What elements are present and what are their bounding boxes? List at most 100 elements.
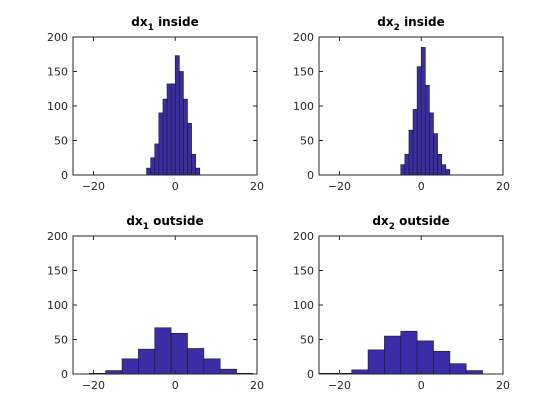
histogram-bar-4 xyxy=(158,112,164,176)
histogram-bar-5 xyxy=(416,66,422,176)
title-suffix: outside xyxy=(395,214,450,228)
title-subscript: 2 xyxy=(394,23,400,33)
axes-frame xyxy=(318,235,504,375)
y-tick-label: 100 xyxy=(293,100,314,113)
x-tick-label: −20 xyxy=(328,180,351,193)
y-tick-label: 100 xyxy=(47,100,68,113)
histogram-bar-5 xyxy=(384,335,402,375)
histogram-bar-2 xyxy=(105,370,123,375)
x-tick-label: 20 xyxy=(496,180,510,193)
histogram-bar-8 xyxy=(203,358,221,375)
y-tick-label: 150 xyxy=(47,265,68,278)
y-tick-label: 50 xyxy=(54,135,68,148)
histogram-bar-7 xyxy=(416,340,434,375)
histogram-bar-3 xyxy=(351,369,369,375)
title-base: dx xyxy=(131,15,148,29)
histogram-bar-9 xyxy=(449,363,467,375)
histogram-bar-10 xyxy=(437,154,442,176)
y-tick-label: 50 xyxy=(54,334,68,347)
histogram-bar-9 xyxy=(179,71,184,176)
y-tick-label: 150 xyxy=(293,66,314,79)
histogram-bar-1 xyxy=(400,164,406,176)
histogram-bar-9 xyxy=(219,368,237,375)
x-tick-label: 0 xyxy=(418,379,425,392)
bars-group xyxy=(318,330,483,375)
y-tick-label: 150 xyxy=(47,66,68,79)
bars-group xyxy=(400,47,451,176)
bars-group xyxy=(89,327,254,375)
histogram-bar-10 xyxy=(183,98,188,176)
histogram-bar-7 xyxy=(170,83,176,176)
histogram-bar-8 xyxy=(174,55,180,176)
histogram-bar-3 xyxy=(408,129,414,176)
y-tick-label: 200 xyxy=(47,230,68,243)
x-tick-label: 0 xyxy=(172,180,179,193)
histogram-bar-2 xyxy=(150,157,156,176)
x-tick-label: 0 xyxy=(172,379,179,392)
histogram-bar-4 xyxy=(138,348,156,375)
axes-frame xyxy=(72,235,258,375)
histogram-bar-4 xyxy=(367,349,385,375)
histogram-bar-2 xyxy=(404,154,410,176)
x-tick-label: 20 xyxy=(496,379,510,392)
y-tick-label: 100 xyxy=(293,299,314,312)
x-tick-label: −20 xyxy=(328,379,351,392)
histogram-bar-11 xyxy=(187,122,192,176)
y-tick-label: 200 xyxy=(293,230,314,243)
y-tick-label: 0 xyxy=(307,368,314,381)
title-suffix: inside xyxy=(154,15,199,29)
x-tick-label: 20 xyxy=(250,379,264,392)
title-subscript: 1 xyxy=(143,222,149,232)
histogram-bar-12 xyxy=(445,169,451,176)
histogram-bar-5 xyxy=(154,327,172,375)
histogram-bar-6 xyxy=(166,83,172,176)
histogram-bar-5 xyxy=(162,98,168,176)
title-subscript: 2 xyxy=(389,222,395,232)
y-tick-label: 0 xyxy=(307,169,314,182)
histogram-bar-3 xyxy=(121,358,139,375)
y-tick-label: 50 xyxy=(300,334,314,347)
histogram-bar-11 xyxy=(441,164,447,176)
bars-group xyxy=(146,55,201,176)
histogram-bar-8 xyxy=(433,350,451,375)
y-tick-label: 150 xyxy=(293,265,314,278)
panel-title: dx1 inside xyxy=(131,15,198,33)
title-base: dx xyxy=(372,214,389,228)
histogram-bar-7 xyxy=(425,85,430,176)
panel-title: dx2 outside xyxy=(372,214,449,232)
x-tick-label: 20 xyxy=(250,180,264,193)
title-suffix: inside xyxy=(400,15,445,29)
y-tick-label: 100 xyxy=(47,299,68,312)
histogram-bar-9 xyxy=(433,133,438,176)
title-subscript: 1 xyxy=(148,23,154,33)
title-base: dx xyxy=(377,15,394,29)
axes-frame xyxy=(72,36,258,176)
histogram-bar-4 xyxy=(412,109,418,176)
histogram-bar-6 xyxy=(170,332,188,375)
y-tick-label: 50 xyxy=(300,135,314,148)
histogram-bar-6 xyxy=(400,330,418,375)
panel-title: dx1 outside xyxy=(126,214,203,232)
histogram-bar-10 xyxy=(465,370,483,375)
histogram-bar-7 xyxy=(187,348,205,375)
y-tick-label: 200 xyxy=(47,31,68,44)
histogram-bar-12 xyxy=(191,154,196,176)
x-tick-label: 0 xyxy=(418,180,425,193)
histogram-bar-1 xyxy=(146,167,151,176)
y-tick-label: 0 xyxy=(61,169,68,182)
histogram-bar-3 xyxy=(154,143,160,176)
title-base: dx xyxy=(126,214,143,228)
histogram-bar-8 xyxy=(429,112,434,176)
x-tick-label: −20 xyxy=(82,180,105,193)
histogram-bar-6 xyxy=(420,47,426,176)
y-tick-label: 0 xyxy=(61,368,68,381)
axes-frame xyxy=(318,36,504,176)
